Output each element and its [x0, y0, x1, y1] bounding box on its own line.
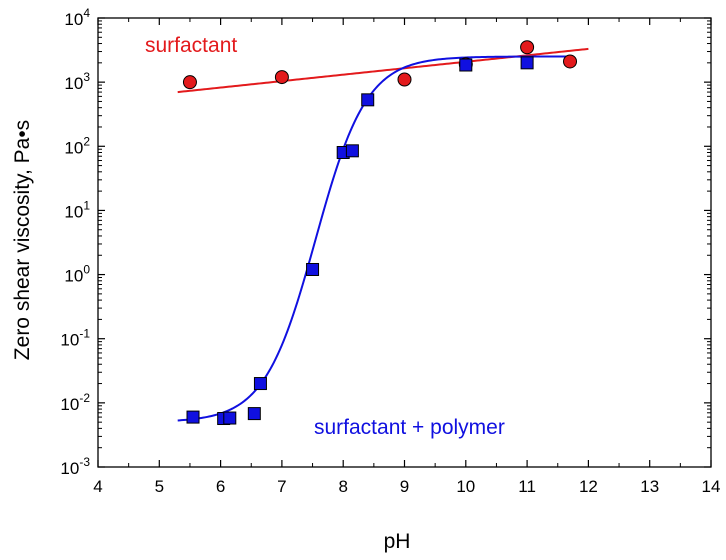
x-tick-label: 11: [518, 477, 536, 496]
data-point-surfactant-polymer: [520, 56, 534, 70]
x-tick-label: 9: [400, 477, 409, 496]
data-point-surfactant: [182, 75, 197, 90]
data-point-surfactant-polymer: [345, 144, 359, 158]
data-point-surfactant-polymer: [459, 58, 473, 72]
x-tick-label: 7: [277, 477, 286, 496]
data-point-surfactant-polymer: [247, 407, 261, 421]
x-tick-label: 4: [93, 477, 102, 496]
y-axis-label: Zero shear viscosity, Pa•s: [11, 120, 34, 360]
x-tick-label: 10: [456, 477, 475, 496]
y-tick-label: 100: [64, 263, 90, 286]
x-tick-label: 12: [579, 477, 598, 496]
x-axis-label: pH: [384, 530, 411, 553]
series-label-surfactant: surfactant: [145, 34, 237, 57]
fit-curves: [177, 47, 589, 422]
data-point-surfactant: [397, 72, 412, 87]
data-point-surfactant: [274, 70, 289, 85]
data-point-surfactant-polymer: [186, 410, 200, 424]
x-tick-label: 6: [216, 477, 225, 496]
y-tick-label: 103: [64, 70, 90, 93]
data-point-surfactant-polymer: [306, 262, 320, 276]
x-axis-ticks: 4 5 6 7 8 9 10 11 12 13 14: [93, 18, 720, 496]
x-tick-label: 8: [338, 477, 347, 496]
y-tick-label: 10-1: [60, 327, 90, 350]
x-tick-label: 5: [155, 477, 164, 496]
fit-curve-1: [177, 55, 571, 422]
y-tick-label: 10-3: [60, 455, 90, 478]
y-axis-ticks: 10-3 10-2 10-1 100 101 102 103 104: [60, 6, 711, 478]
y-tick-label: 102: [64, 134, 90, 157]
series-label-surfactant-polymer: surfactant + polymer: [314, 416, 505, 439]
data-point-surfactant: [520, 40, 535, 55]
x-tick-label: 14: [702, 477, 721, 496]
data-point-surfactant-polymer: [253, 377, 267, 391]
y-tick-label: 101: [64, 198, 90, 221]
data-point-surfactant-polymer: [361, 93, 375, 107]
fit-curve-0: [177, 47, 589, 94]
data-points: [182, 40, 578, 426]
data-point-surfactant: [563, 54, 578, 69]
y-tick-label: 104: [64, 6, 90, 29]
x-tick-label: 13: [640, 477, 659, 496]
y-tick-label: 10-2: [60, 391, 90, 414]
data-point-surfactant-polymer: [223, 411, 237, 425]
